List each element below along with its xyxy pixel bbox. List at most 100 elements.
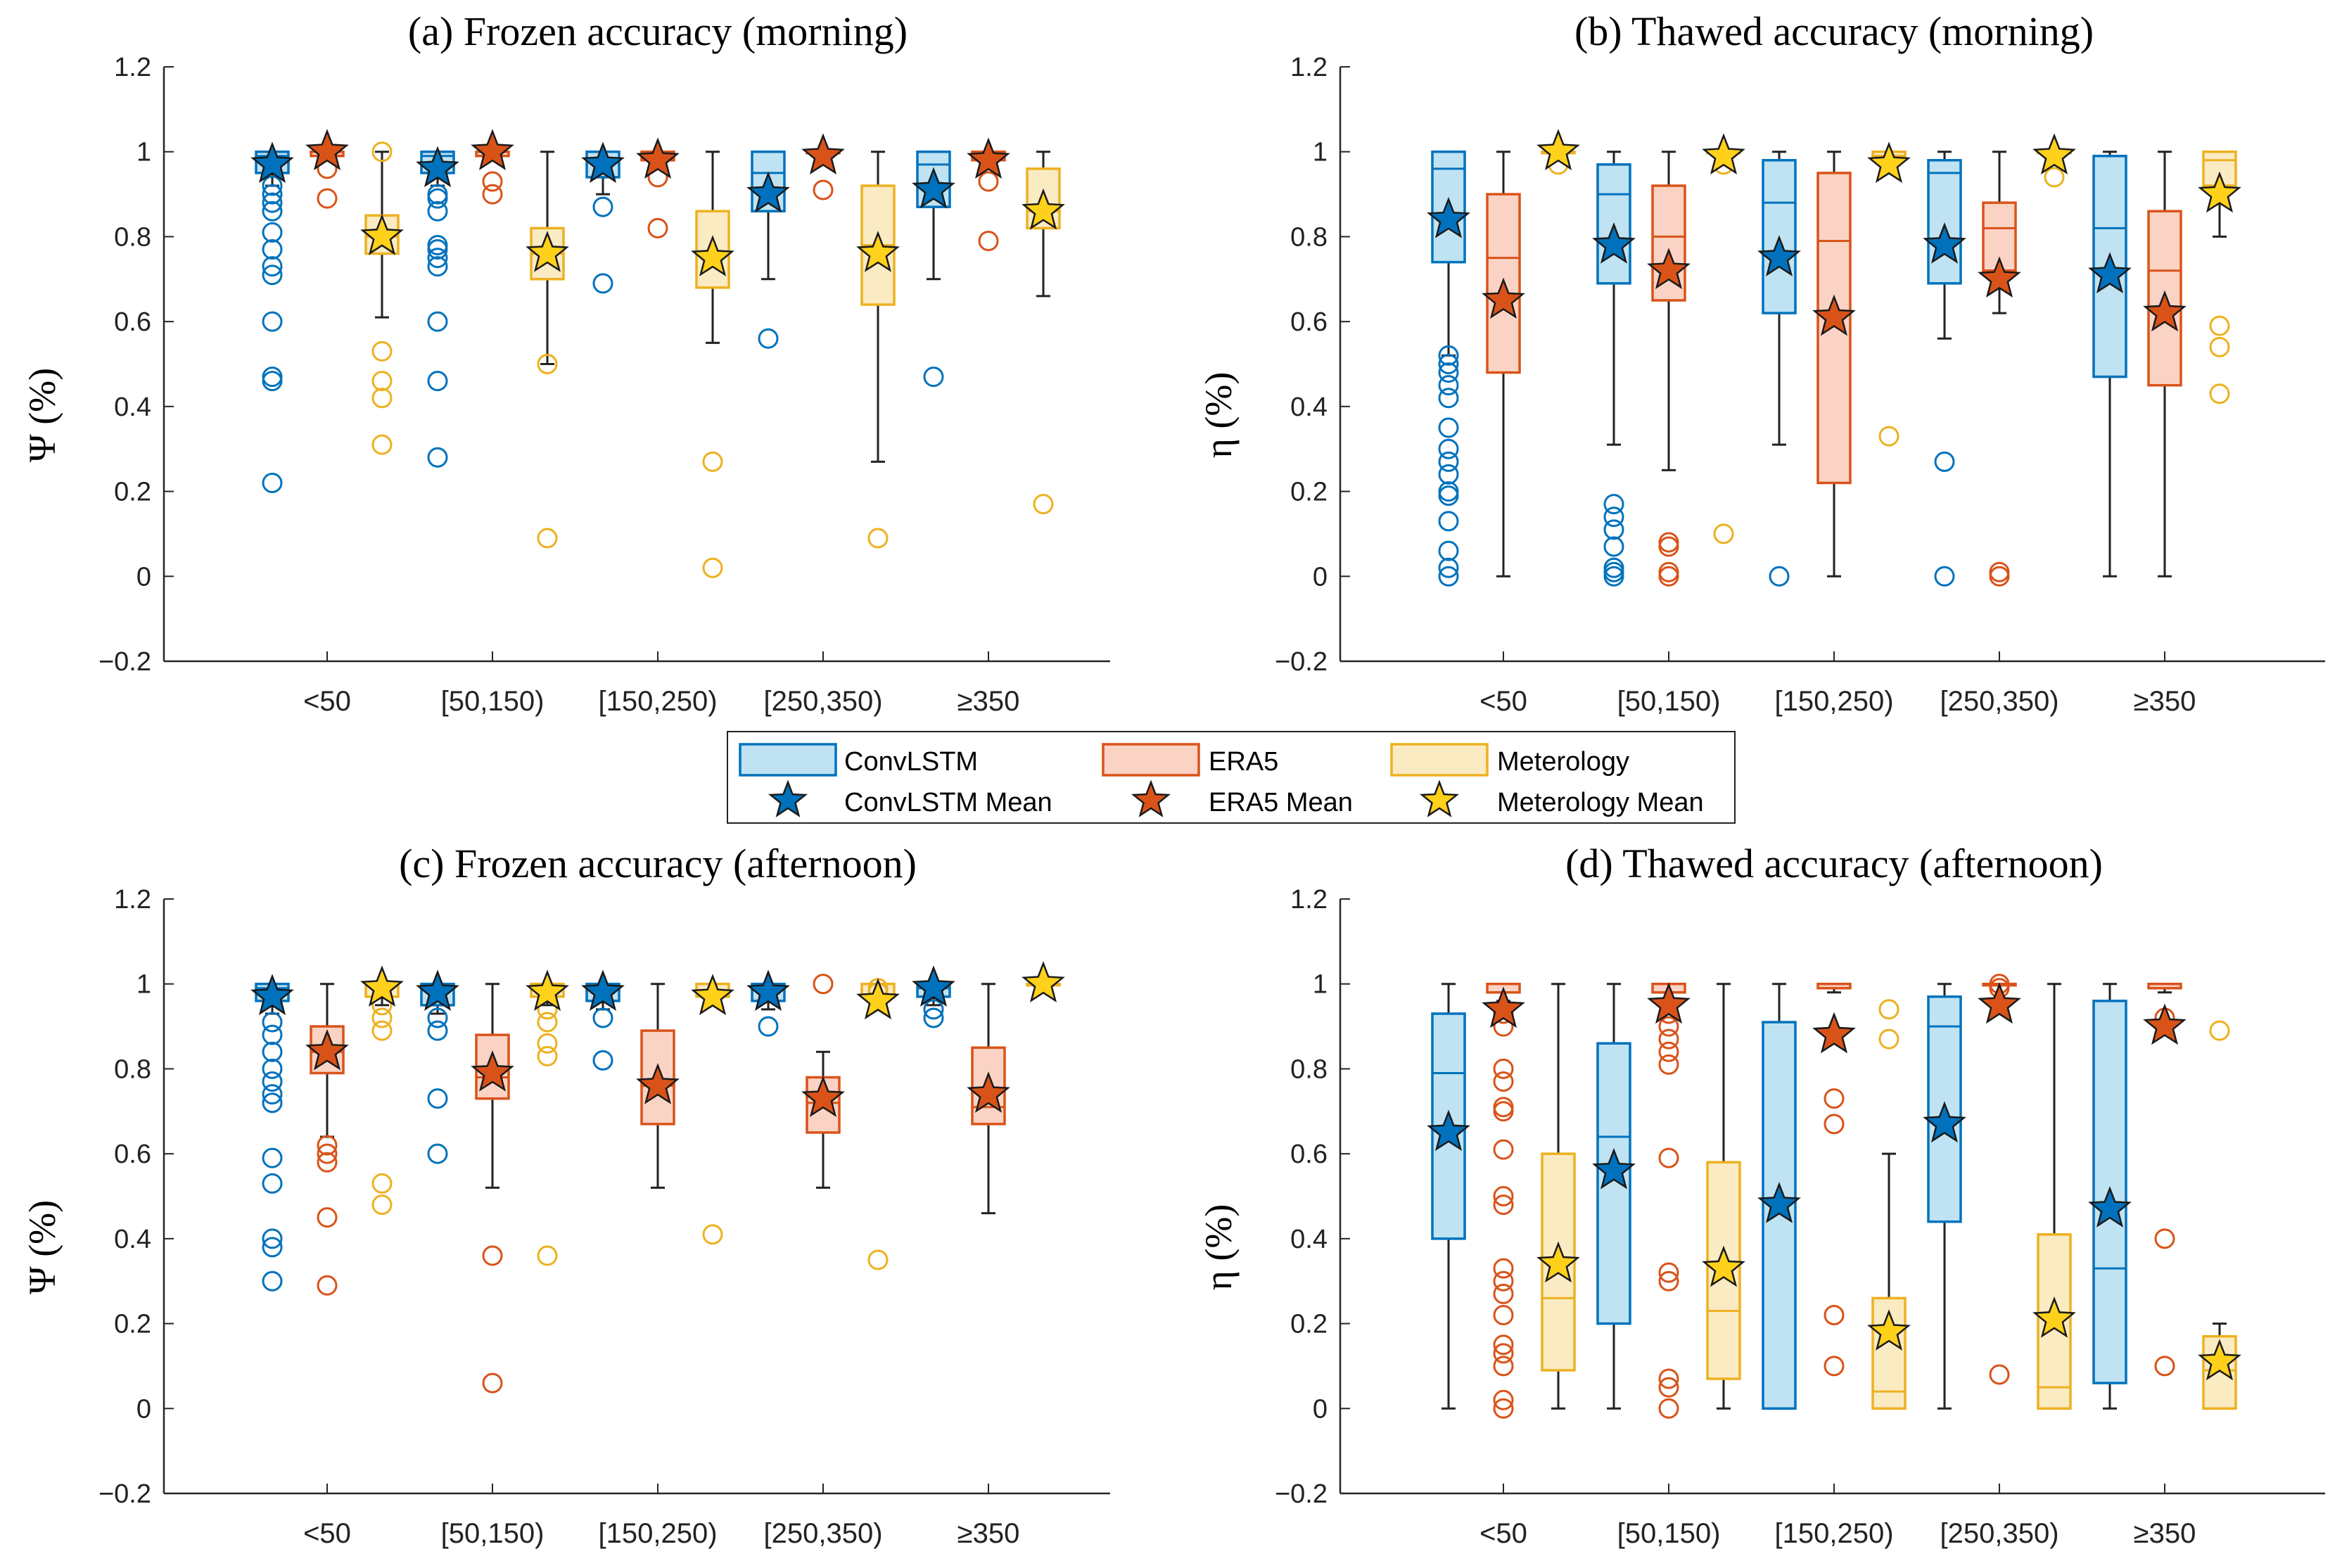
outlier-point [1438,417,1459,438]
outlier-point [1438,464,1459,485]
outlier-point [427,200,448,222]
x-tick-label: [150,250) [598,686,717,717]
legend: ConvLSTM ERA5 Meterology ConvLSTM Mean E… [727,731,1736,824]
outlier-point [262,200,283,222]
outlier-point [1493,1343,1514,1364]
outlier-point [1824,1305,1845,1325]
mean-star-era5 [2143,290,2187,332]
mean-star-era5 [1978,256,2021,298]
y-axis-label: Ψ (%) [21,368,63,462]
outlier-point [813,974,834,995]
outlier-point [1438,345,1459,366]
outlier-point [1658,1041,1679,1062]
outlier-point [262,175,283,196]
plot-area: −0.2 0 0.2 0.4 0.6 0.8 1 1.2 [98,885,1110,1509]
outlier-point [1438,511,1459,532]
y-tick-label: 0.4 [1290,393,1328,422]
outlier-point [758,328,779,349]
outlier-point [1658,1054,1679,1075]
y-tick-label: 0.8 [114,1054,151,1084]
outlier-point [371,371,393,392]
outlier-point [1658,1028,1679,1050]
outlier-point [427,311,448,332]
outlier-point [1438,481,1459,502]
outlier-point [1658,561,1679,582]
mean-star-convlstm [1592,1147,1636,1190]
outlier-point [482,171,503,192]
y-tick-label: −0.2 [98,1479,151,1509]
outlier-point [262,1058,283,1079]
x-tick-label: ≥350 [2134,1518,2196,1549]
y-tick-label: −0.2 [1275,1479,1328,1509]
outlier-point [262,1041,283,1062]
x-tick-label: [50,150) [1617,686,1721,717]
x-tick-labels: <50 [50,150) [150,250) [250,350) ≥350 [303,686,1019,717]
outlier-point [978,230,999,251]
outlier-point [427,447,448,468]
x-tick-label: <50 [1479,1518,1527,1549]
outlier-point [1658,1262,1679,1283]
mean-star-meterology [856,231,900,272]
outlier-point [2044,167,2065,188]
mean-star-convlstm [250,141,294,184]
y-tick-label: 0.2 [114,1310,151,1339]
legend-star-symbol [1419,779,1460,817]
y-tick-label: 0.6 [1290,307,1328,337]
mean-star-convlstm [416,969,459,1011]
x-tick-label: [150,250) [1774,686,1893,717]
plot-area: −0.2 0 0.2 0.4 0.6 0.8 1 1.2 [98,53,1110,677]
outlier-point [1493,1071,1514,1092]
mean-star-convlstm [581,969,625,1011]
legend-box-symbol [1102,743,1200,777]
mean-star-convlstm [250,974,294,1016]
outlier-point [1824,1356,1845,1377]
box-convlstm [2092,155,2127,378]
outlier-point [1603,494,1624,515]
x-tick-label: [50,150) [441,686,545,717]
y-tick-label: 0 [136,1394,151,1424]
y-tick-label: 0 [1313,1394,1328,1424]
outlier-point [427,235,448,255]
mean-star-meterology [1867,141,1911,184]
y-tick-label: 0.8 [114,222,151,252]
outlier-point [702,451,723,472]
outlier-point [317,1275,338,1296]
panel-d: (d) Thawed accuracy (afternoon) η (%) −0… [1197,841,2325,1549]
y-tick-label: 0.6 [114,307,151,337]
outlier-point [262,222,283,243]
outlier-point [1658,1270,1679,1292]
mean-star-era5 [1482,277,1525,319]
mean-star-meterology [526,969,569,1011]
outlier-point [1658,1016,1679,1037]
panel-b: (b) Thawed accuracy (morning) η (%) −0.2… [1197,8,2325,717]
outlier-point [1493,1356,1514,1377]
outlier-point [867,1249,889,1270]
outlier-point [262,473,283,493]
outlier-point [427,248,448,269]
outlier-point [262,256,283,277]
y-axis-label: η (%) [1197,1204,1240,1291]
mean-star-meterology [360,213,404,255]
x-tick-label: ≥350 [957,686,1020,717]
x-tick-label: <50 [303,686,351,717]
outlier-point [1713,523,1734,544]
outlier-point [482,1372,503,1394]
outlier-point [1438,540,1459,561]
y-tick-label: 0.6 [114,1140,151,1169]
legend-label-convlstm: ConvLSTM [844,747,978,777]
outlier-point [262,1147,283,1168]
y-tick-label: 0.2 [114,478,151,507]
outlier-point [317,1152,338,1173]
outlier-point [371,434,393,455]
y-axis-label: Ψ (%) [21,1200,63,1294]
outlier-point [1493,1305,1514,1325]
y-tick-label: 0 [136,562,151,592]
outlier-point [1878,999,1899,1020]
mean-star-era5 [801,1076,845,1117]
mean-star-convlstm [1427,1109,1470,1152]
y-tick-label: 1.2 [114,53,151,82]
x-tick-label: ≥350 [957,1518,1020,1549]
outlier-point [1658,1368,1679,1389]
legend-label-convlstm-mean: ConvLSTM Mean [844,788,1052,817]
outlier-point [482,184,503,205]
